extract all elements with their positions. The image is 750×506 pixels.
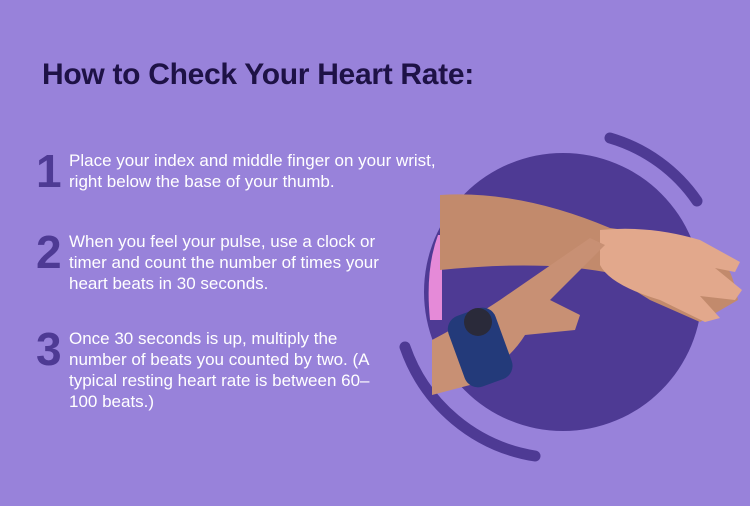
palm bbox=[600, 228, 742, 322]
step-1: 1 Place your index and middle finger on … bbox=[36, 145, 439, 197]
step-2: 2 When you feel your pulse, use a clock … bbox=[36, 226, 409, 294]
step-number: 3 bbox=[36, 323, 62, 375]
page-title: How to Check Your Heart Rate: bbox=[42, 58, 474, 91]
arc-top-right bbox=[604, 132, 703, 207]
arc-bottom-left bbox=[399, 341, 541, 462]
watch-icon bbox=[447, 307, 513, 388]
pink-sleeve bbox=[428, 235, 442, 320]
watch-face bbox=[464, 308, 492, 336]
step-number: 1 bbox=[36, 145, 62, 197]
step-3: 3 Once 30 seconds is up, multiply the nu… bbox=[36, 323, 379, 412]
step-text: Place your index and middle finger on yo… bbox=[69, 151, 436, 191]
step-text: Once 30 seconds is up, multiply the numb… bbox=[69, 329, 370, 411]
step-number: 2 bbox=[36, 226, 62, 278]
step-text: When you feel your pulse, use a clock or… bbox=[69, 232, 379, 293]
